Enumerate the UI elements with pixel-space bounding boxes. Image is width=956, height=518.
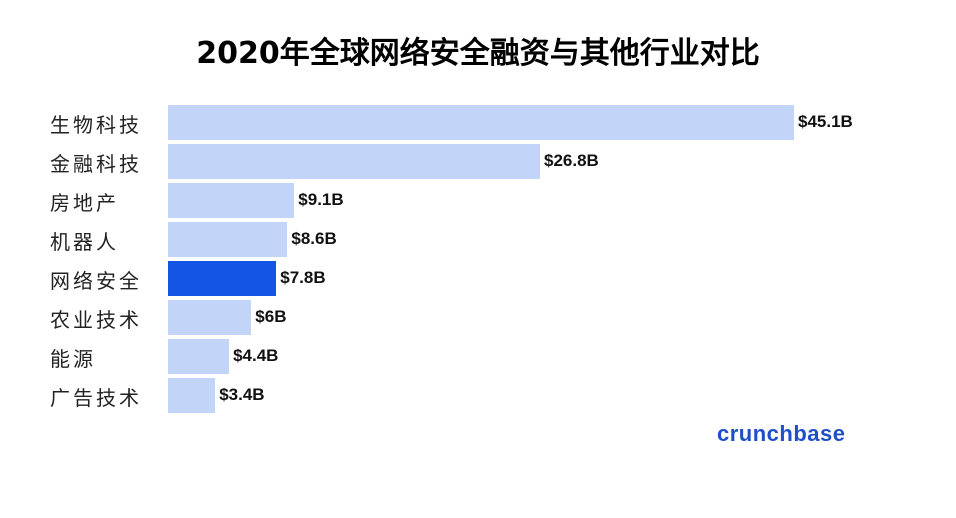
value-label: $7.8B bbox=[280, 268, 326, 287]
bar bbox=[168, 261, 277, 296]
category-label: 农业技术 bbox=[50, 308, 142, 332]
bar bbox=[168, 105, 794, 140]
value-label: $6B bbox=[255, 307, 287, 326]
bar bbox=[168, 378, 216, 413]
value-label: $9.1B bbox=[298, 190, 344, 209]
value-label: $26.8B bbox=[543, 151, 599, 170]
category-label: 生物科技 bbox=[50, 113, 142, 137]
chart-title: 2020年全球网络安全融资与其他行业对比 bbox=[196, 36, 760, 71]
crunchbase-logo: crunchbase bbox=[717, 421, 846, 446]
bar-row: 机器人 $8.6B bbox=[0, 222, 956, 257]
bar-row: 网络安全 $7.8B bbox=[0, 261, 956, 296]
bar-row: 能源 $4.4B bbox=[0, 339, 956, 374]
bar-row: 农业技术 $6B bbox=[0, 300, 956, 335]
bar bbox=[168, 300, 252, 335]
category-label: 金融科技 bbox=[50, 152, 142, 176]
value-label: $3.4B bbox=[219, 385, 265, 404]
category-label: 能源 bbox=[50, 347, 96, 371]
category-label: 房地产 bbox=[50, 191, 119, 215]
bar bbox=[168, 339, 230, 374]
bar bbox=[168, 144, 540, 179]
value-label: $8.6B bbox=[291, 229, 337, 248]
category-label: 广告技术 bbox=[50, 386, 142, 410]
value-label: $4.4B bbox=[233, 346, 279, 365]
bar-row: 生物科技 $45.1B bbox=[0, 105, 956, 140]
value-label: $45.1B bbox=[798, 112, 853, 131]
category-label: 机器人 bbox=[50, 230, 119, 254]
category-label: 网络安全 bbox=[50, 269, 142, 293]
bar-row: 金融科技 $26.8B bbox=[0, 144, 956, 179]
bar bbox=[168, 222, 288, 257]
bar-row: 广告技术 $3.4B bbox=[0, 378, 956, 413]
bar-row: 房地产 $9.1B bbox=[0, 183, 956, 218]
bar bbox=[168, 183, 295, 218]
